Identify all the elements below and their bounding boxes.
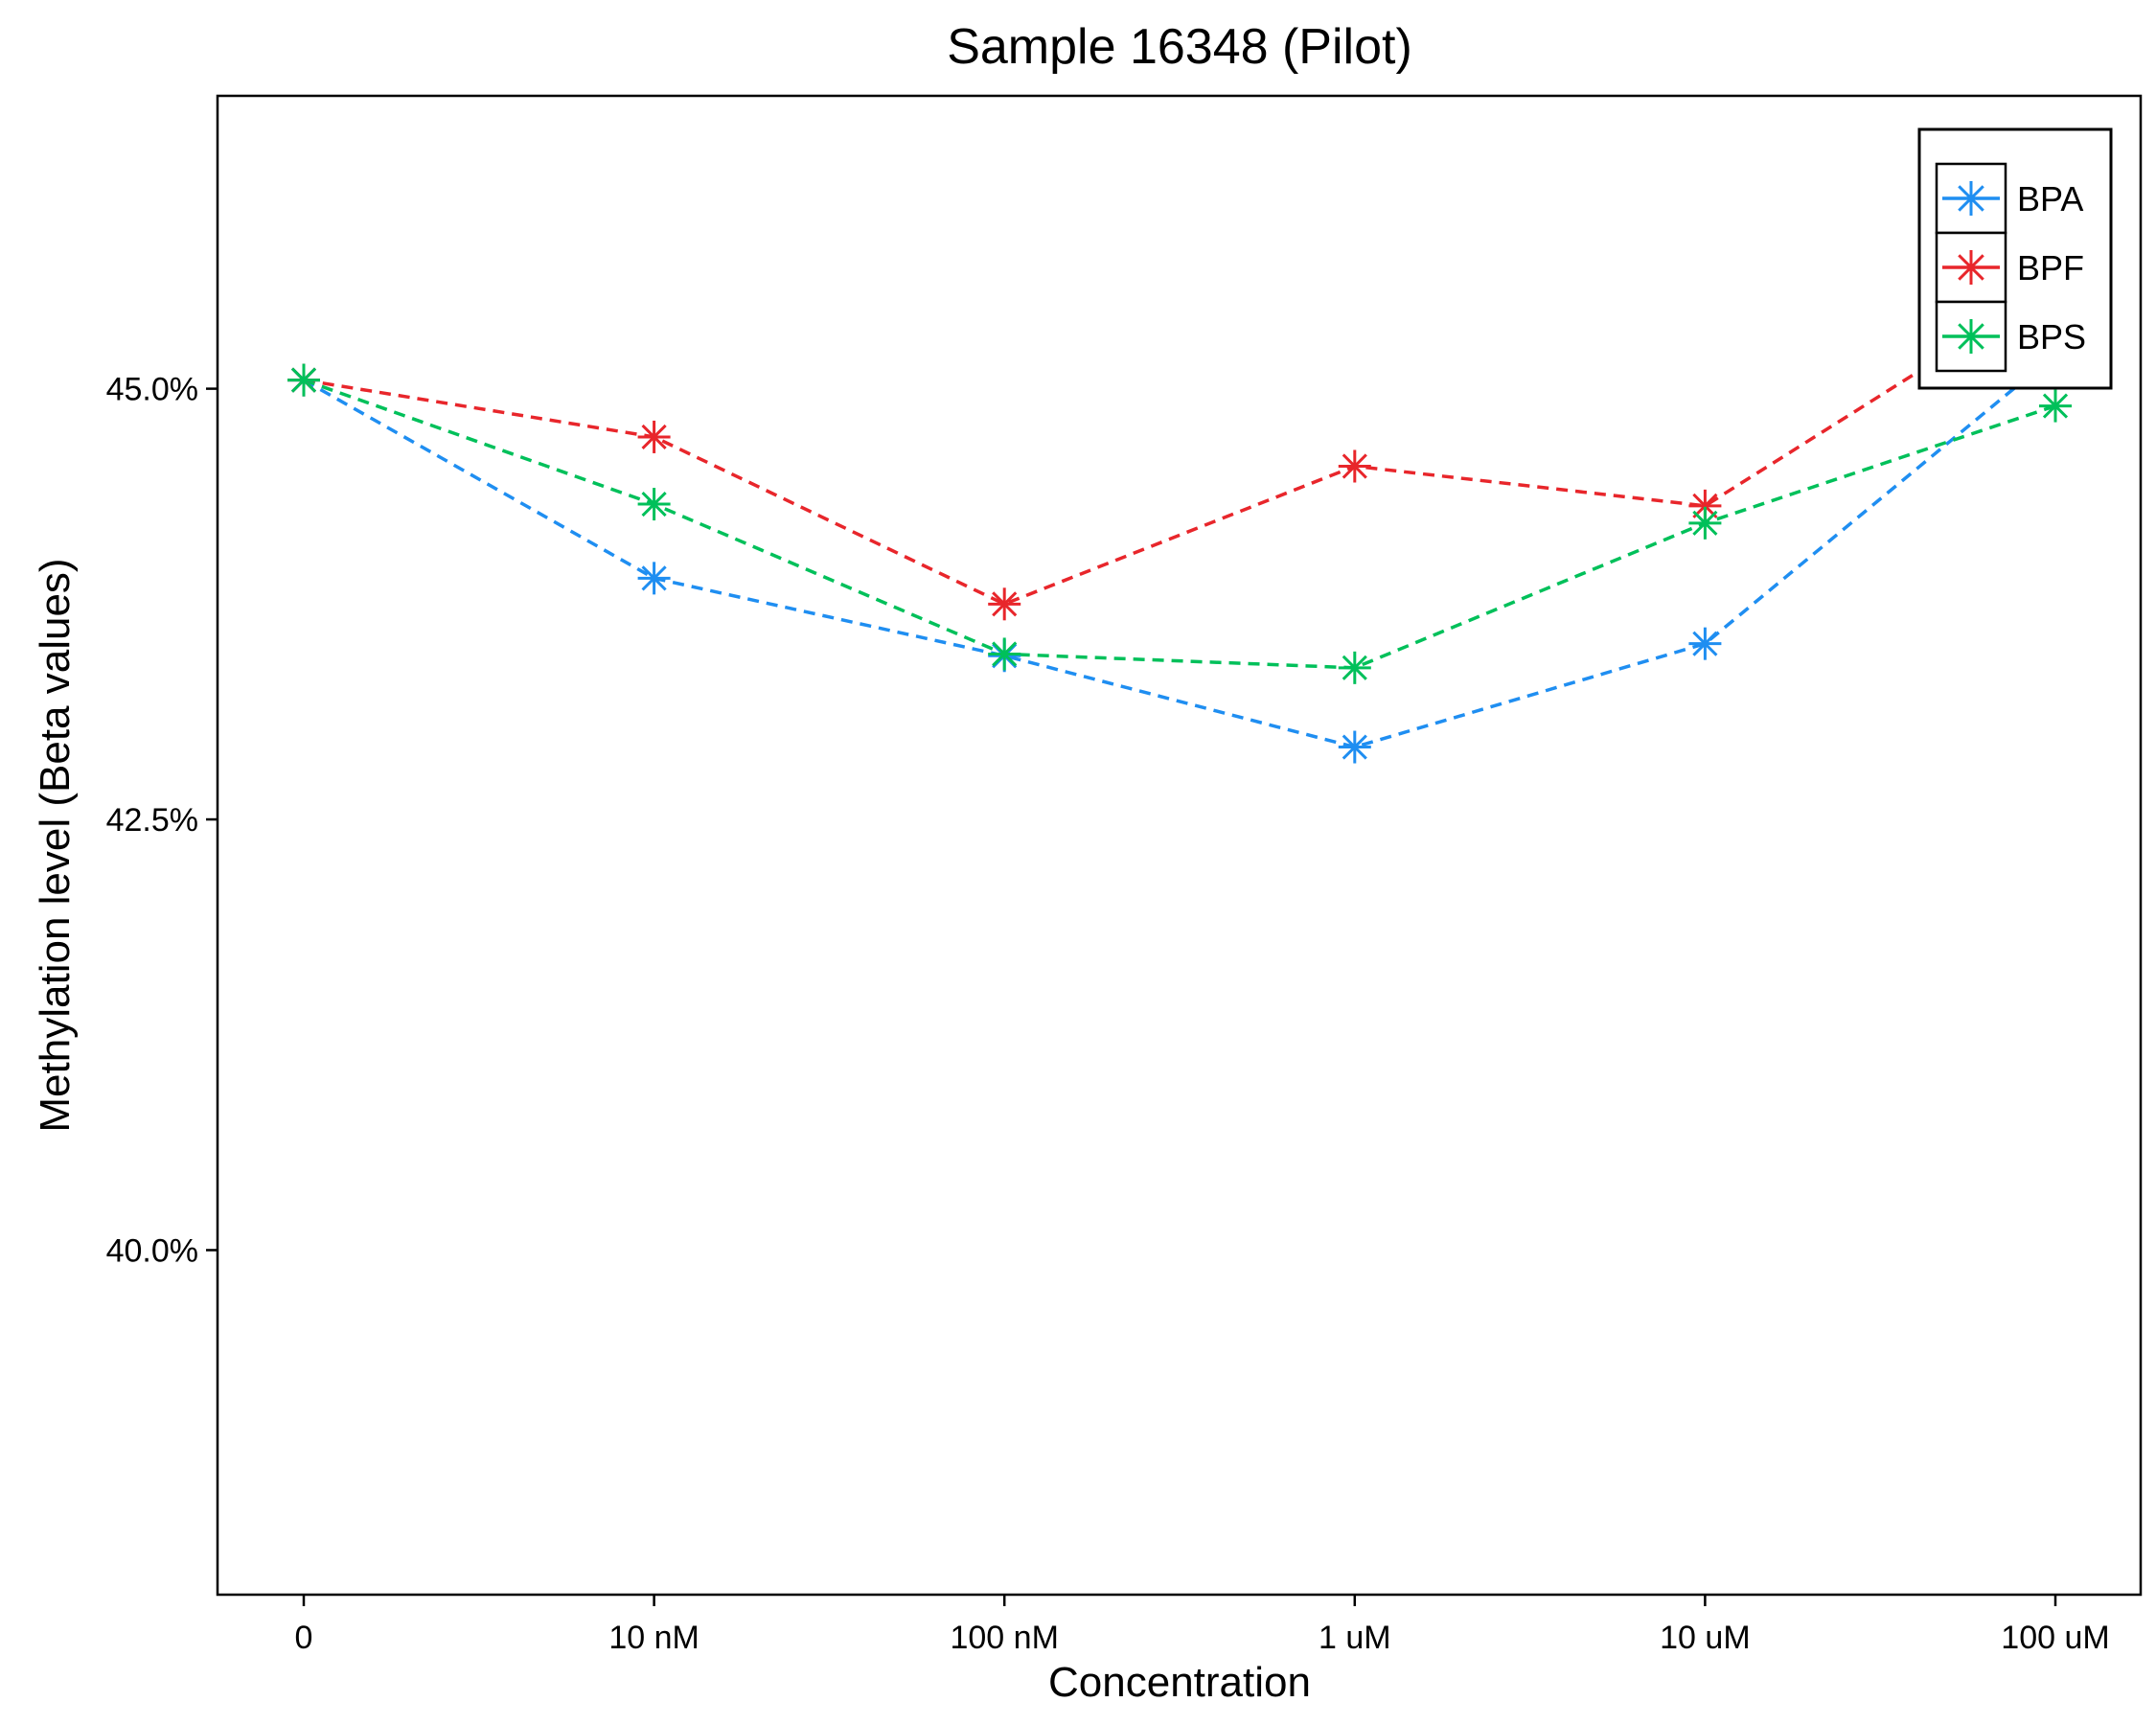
legend-label-bpf: BPF bbox=[2017, 248, 2084, 288]
data-point-bpa bbox=[1688, 627, 1722, 660]
legend-label-bpa: BPA bbox=[2017, 179, 2083, 218]
data-point-bps bbox=[637, 488, 671, 521]
x-axis: 0 10 nM 100 nM 1 uM 10 uM 100 uM bbox=[295, 1595, 2110, 1656]
legend-label-bps: BPS bbox=[2017, 317, 2086, 356]
legend-item-bpf: BPF bbox=[1935, 231, 2084, 304]
x-tick-label: 10 uM bbox=[1660, 1620, 1751, 1656]
y-tick-label: 45.0% bbox=[106, 372, 198, 408]
data-point-bps bbox=[1338, 651, 1371, 684]
legend-item-bps: BPS bbox=[1935, 300, 2086, 373]
data-point-bpf bbox=[637, 420, 671, 453]
x-tick-label: 1 uM bbox=[1319, 1620, 1391, 1656]
y-axis-title: Methylation level (Beta values) bbox=[32, 558, 79, 1132]
y-tick-label: 42.5% bbox=[106, 802, 198, 839]
data-point-bps bbox=[2039, 389, 2072, 423]
plot-panel bbox=[216, 94, 2143, 1597]
x-tick-label: 100 uM bbox=[2001, 1620, 2109, 1656]
series-line-bpa bbox=[303, 353, 2057, 749]
data-point-bpf bbox=[988, 587, 1021, 621]
data-point-bpf bbox=[1338, 449, 1371, 483]
data-point-bps bbox=[1688, 506, 1722, 540]
y-axis: 40.0% 42.5% 45.0% bbox=[106, 372, 218, 1269]
data-point-bpa bbox=[637, 562, 671, 595]
x-tick-label: 100 nM bbox=[950, 1620, 1058, 1656]
legend-marker-bps bbox=[1954, 319, 1988, 354]
series-line-bpf bbox=[303, 284, 2056, 607]
y-tick-label: 40.0% bbox=[106, 1232, 198, 1269]
data-point-bps bbox=[287, 363, 320, 397]
x-tick-label: 0 bbox=[295, 1620, 313, 1656]
data-point-bpa bbox=[1338, 730, 1371, 764]
series-line-bps bbox=[303, 378, 2056, 670]
legend-marker-bpf bbox=[1954, 250, 1988, 285]
x-tick-label: 10 nM bbox=[608, 1620, 700, 1656]
x-axis-title: Concentration bbox=[1048, 1659, 1311, 1706]
legend: BPA BPF BPS bbox=[1917, 127, 2113, 390]
chart-title: Sample 16348 (Pilot) bbox=[947, 19, 1412, 75]
data-point-bps bbox=[988, 637, 1021, 671]
legend-item-bpa: BPA bbox=[1935, 162, 2083, 235]
legend-marker-bpa bbox=[1954, 181, 1988, 216]
series-layer bbox=[287, 268, 2072, 764]
